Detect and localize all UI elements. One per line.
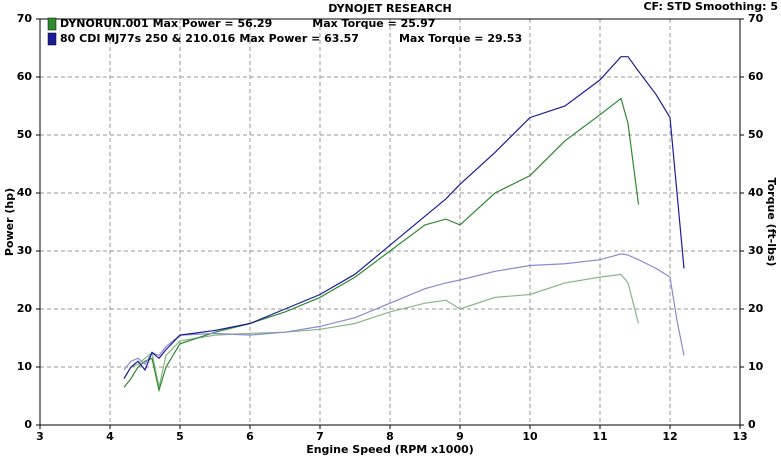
- x-tick-label: 13: [732, 430, 747, 443]
- y-tick-label: 10: [17, 360, 33, 373]
- legend-max-torque: Max Torque = 29.53: [399, 32, 522, 45]
- y2-tick-label: 30: [748, 244, 764, 257]
- x-axis-label: Engine Speed (RPM x1000): [306, 443, 474, 456]
- y2-tick-label: 70: [748, 12, 764, 25]
- torque-line: [123, 253, 685, 371]
- y2-tick-label: 40: [748, 186, 764, 199]
- y-tick-label: 40: [17, 186, 33, 199]
- y-axis-label: Power (hp): [3, 188, 16, 256]
- x-tick-label: 9: [456, 430, 464, 443]
- power-line: [123, 56, 685, 379]
- plot-frame: [39, 18, 741, 426]
- y2-tick-label: 60: [748, 70, 764, 83]
- x-tick-label: 4: [106, 430, 114, 443]
- x-tick-label: 11: [592, 430, 607, 443]
- y-tick-label: 50: [17, 128, 33, 141]
- chart-title: DYNOJET RESEARCH: [328, 2, 451, 15]
- x-tick-label: 8: [386, 430, 394, 443]
- y2-tick-label: 20: [748, 302, 764, 315]
- legend-swatch: [47, 17, 57, 31]
- x-tick-label: 7: [316, 430, 324, 443]
- y-tick-label: 0: [24, 418, 32, 431]
- x-tick-label: 5: [176, 430, 184, 443]
- x-tick-label: 3: [36, 430, 44, 443]
- y2-tick-label: 50: [748, 128, 764, 141]
- y-tick-label: 70: [17, 12, 33, 25]
- power-line: [123, 97, 640, 393]
- legend-entry: DYNORUN.001 Max Power = 56.29: [60, 17, 272, 30]
- x-tick-label: 12: [662, 430, 677, 443]
- y-tick-label: 30: [17, 244, 33, 257]
- legend-name: DYNORUN.001: [60, 17, 149, 30]
- legend-entry: 80 CDI MJ77s 250 & 210.016 Max Power = 63…: [60, 32, 359, 45]
- x-tick-label: 6: [246, 430, 254, 443]
- legend-name: 80 CDI MJ77s 250 & 210.016: [60, 32, 236, 45]
- y-tick-label: 20: [17, 302, 33, 315]
- legend-max-power: Max Power = 56.29: [153, 17, 273, 30]
- y2-tick-label: 10: [748, 360, 764, 373]
- x-tick-label: 10: [522, 430, 538, 443]
- y2-tick-label: 0: [748, 418, 756, 431]
- y2-axis-label: Torque (ft-lbs): [765, 178, 778, 267]
- chart-subtitle: CF: STD Smoothing: 5: [643, 0, 778, 13]
- legend-max-torque: Max Torque = 25.97: [312, 17, 435, 30]
- legend-max-power: Max Power = 63.57: [239, 32, 359, 45]
- y-tick-label: 60: [17, 70, 33, 83]
- legend-swatch: [47, 32, 57, 46]
